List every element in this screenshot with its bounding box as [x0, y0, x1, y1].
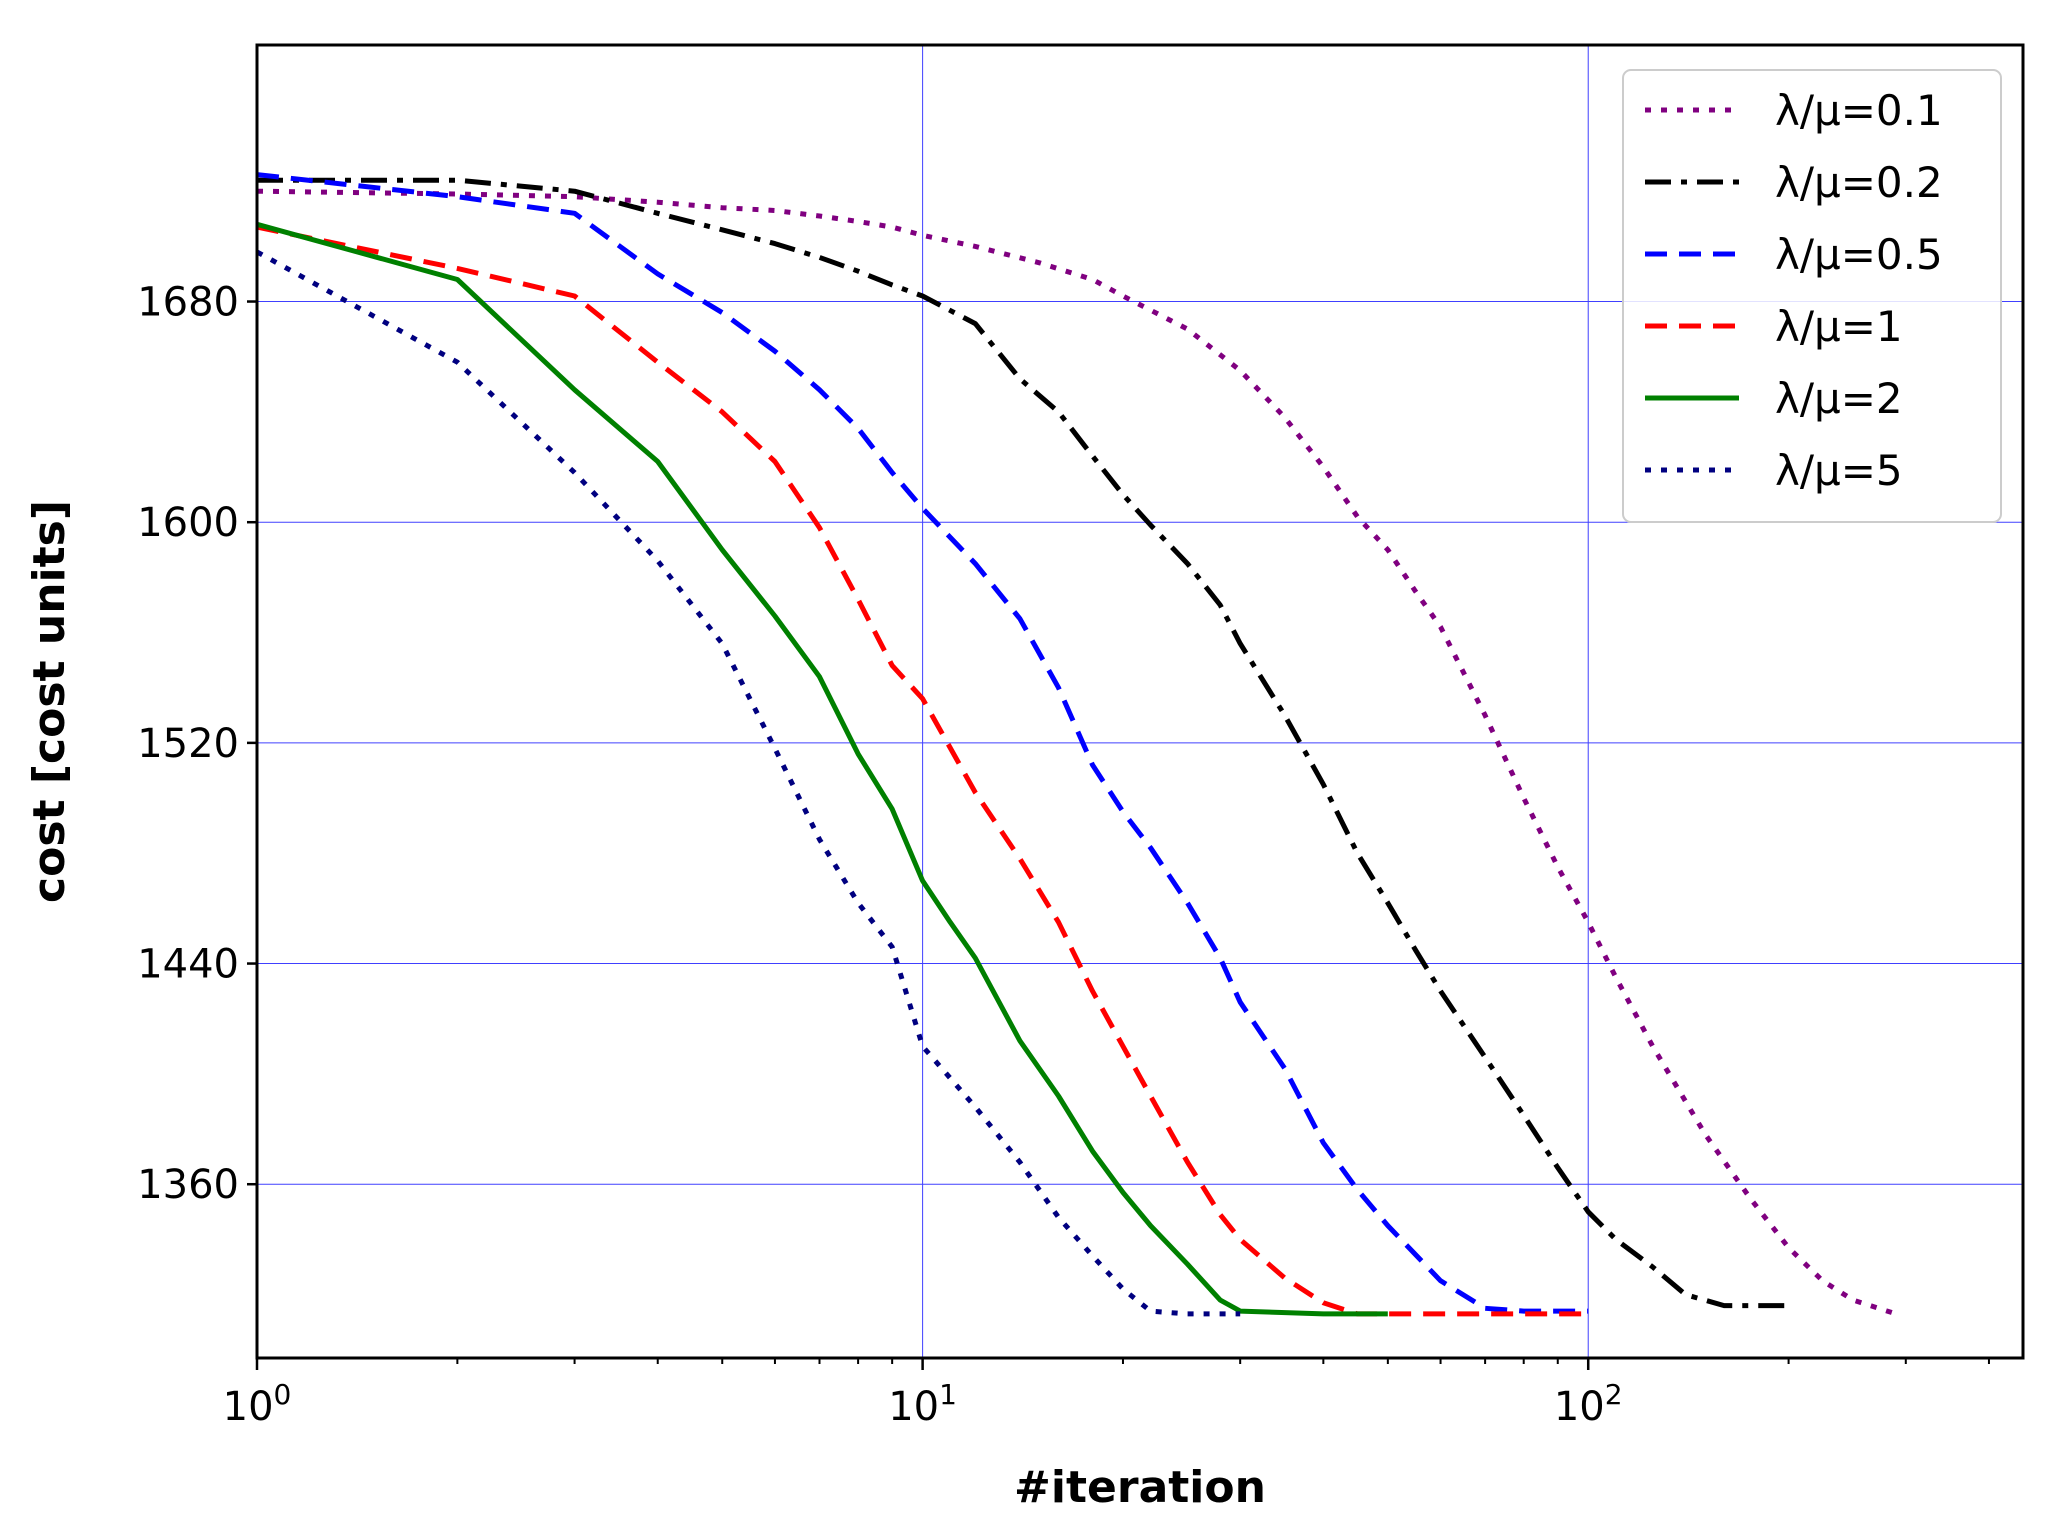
legend: λ/μ=0.1 λ/μ=0.2 λ/μ=0.5 λ/μ=1 λ/μ=2 λ/μ=5	[1622, 69, 2002, 523]
x-tick-label: 101	[888, 1378, 957, 1430]
legend-label: λ/μ=2	[1775, 374, 1903, 423]
y-tick-label: 1360	[137, 1162, 239, 1208]
x-axis-title: #iteration	[1014, 1462, 1266, 1513]
x-tick-label: 100	[223, 1378, 292, 1430]
legend-label: λ/μ=5	[1775, 446, 1903, 495]
y-tick-label: 1520	[137, 721, 239, 767]
x-tick-label-base: 10	[223, 1384, 274, 1430]
x-tick-label-base: 10	[888, 1384, 939, 1430]
series-line-3	[256, 172, 1589, 1314]
x-tick-label-exponent: 2	[1605, 1378, 1623, 1411]
plot-frame	[255, 43, 2025, 1360]
x-tick-label: 102	[1554, 1378, 1623, 1430]
legend-label: λ/μ=0.5	[1775, 230, 1943, 279]
series-line-5	[256, 221, 1388, 1317]
x-tick-label-exponent: 1	[939, 1378, 957, 1411]
y-tick-label: 1600	[137, 500, 239, 546]
legend-label: λ/μ=1	[1775, 302, 1903, 351]
y-tick-label: 1680	[137, 280, 239, 326]
y-tick-label: 1440	[137, 942, 239, 988]
y-axis-title: cost [cost units]	[24, 500, 75, 903]
series-lines	[255, 172, 1897, 1317]
legend-label: λ/μ=0.1	[1775, 86, 1943, 135]
x-tick-label-base: 10	[1554, 1384, 1605, 1430]
series-line-4	[256, 224, 1589, 1317]
legend-label: λ/μ=0.2	[1775, 158, 1943, 207]
x-tick-label-exponent: 0	[274, 1378, 292, 1411]
